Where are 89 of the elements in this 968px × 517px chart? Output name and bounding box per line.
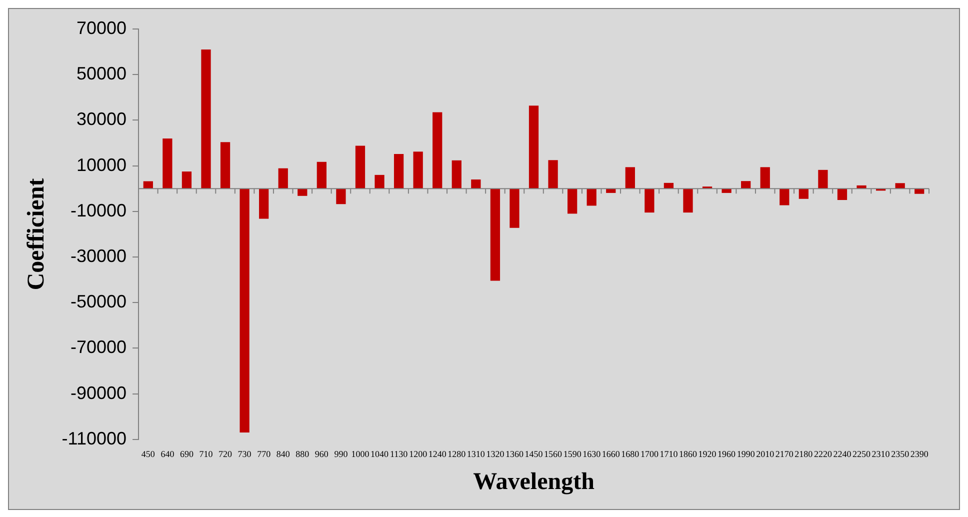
x-tick-label: 1200 [409,449,428,460]
bar [259,188,269,219]
x-tick-label: 2180 [794,449,814,460]
x-tick-label: 1680 [621,449,640,460]
bar [413,152,423,189]
y-tick-label: 30000 [76,109,127,130]
bar [316,162,326,189]
x-tick-label: 1660 [602,449,620,460]
x-tick-label: 1560 [544,449,563,460]
bar [837,188,848,200]
x-tick-label: 2240 [833,449,852,460]
x-tick-label: 2310 [872,449,890,460]
y-tick-label: -70000 [70,337,127,358]
bar [490,188,500,281]
x-tick-label: 690 [180,449,194,460]
bar [798,188,808,199]
x-tick-label: 640 [160,449,175,460]
y-tick-label: -90000 [70,382,127,403]
bar [510,188,520,228]
x-tick-label: 1360 [505,449,524,460]
bar [722,188,732,193]
y-tick-label: -30000 [70,246,127,266]
x-tick-label: 990 [334,449,348,460]
bar [548,160,558,189]
x-tick-label: 1960 [718,449,736,460]
bar [471,179,481,189]
y-tick-label: 70000 [76,18,127,38]
bar [162,138,172,189]
bar [895,183,905,189]
bar [780,188,790,206]
x-tick-label: 1040 [370,449,390,460]
y-tick-label: -50000 [70,292,127,312]
bar [394,154,404,189]
bar [644,188,654,213]
x-tick-label: 1990 [736,449,756,460]
bar [355,146,366,189]
x-tick-label: 1700 [640,449,659,460]
x-tick-label: 1450 [524,449,544,460]
x-tick-label: 1240 [428,449,447,460]
bar [818,170,828,189]
x-axis-title: Wavelength [473,468,594,495]
x-tick-label: 770 [257,449,272,460]
x-tick-label: 1000 [351,449,370,460]
x-tick-label: 720 [218,449,233,460]
x-tick-label: 1710 [660,449,678,460]
y-tick-label: -110000 [62,428,127,448]
bar [586,188,596,206]
bar [914,188,924,194]
x-tick-label: 1280 [448,449,466,460]
y-tick-label: 10000 [76,154,127,175]
x-tick-label: 2220 [814,449,832,460]
x-tick-label: 2250 [852,449,872,460]
y-tick-label: -10000 [70,200,127,220]
bar [741,181,751,189]
bar [568,188,578,214]
bar [683,188,693,213]
x-tick-label: 1310 [466,449,486,460]
x-tick-label: 1320 [486,449,505,460]
y-axis-title: Coefficient [24,178,50,290]
bar [220,142,230,189]
bar [240,188,250,433]
bar [606,188,616,193]
x-tick-label: 2350 [891,449,910,460]
x-tick-label: 1630 [582,449,602,460]
y-tick-label: 50000 [76,64,127,84]
x-tick-label: 2390 [910,449,929,460]
x-tick-label: 880 [296,449,310,460]
x-tick-label: 2010 [756,449,775,460]
bar [182,172,192,189]
x-tick-label: 730 [238,449,252,460]
x-tick-label: 450 [141,449,156,460]
bar [336,188,346,204]
x-tick-label: 1590 [563,449,582,460]
bar [201,50,211,189]
bar [528,106,539,189]
bar [760,167,770,189]
x-tick-label: 710 [199,449,214,460]
x-tick-label: 1130 [390,449,408,460]
bar [452,160,462,189]
x-tick-label: 1860 [679,449,698,460]
bar [625,167,635,189]
x-tick-label: 960 [314,449,329,460]
bar [374,174,384,189]
x-tick-label: 2170 [775,449,794,460]
x-tick-label: 840 [276,449,290,460]
bar [278,168,288,189]
bar [432,112,442,189]
x-tick-label: 1920 [698,449,717,460]
bar [298,188,308,196]
